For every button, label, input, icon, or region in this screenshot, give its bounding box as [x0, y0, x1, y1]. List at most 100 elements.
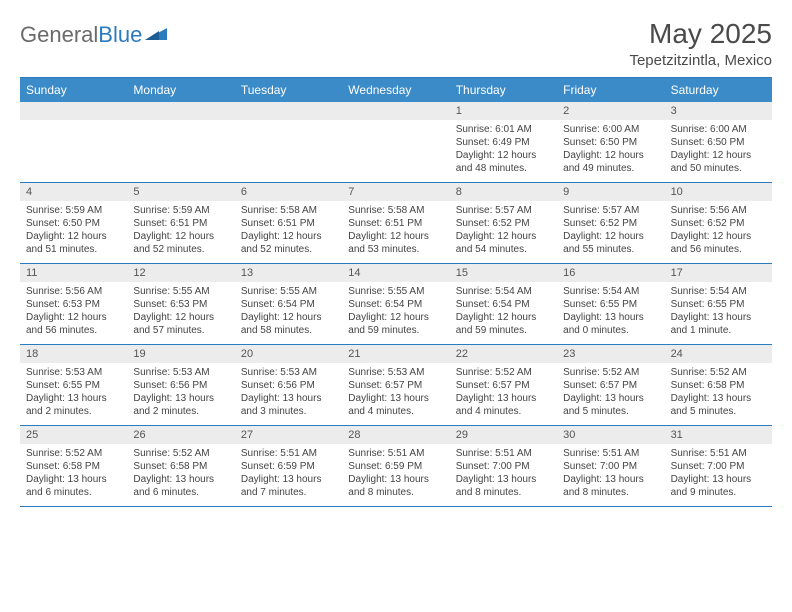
day2-line: and 54 minutes. — [456, 243, 551, 256]
cell-body: Sunrise: 5:53 AMSunset: 6:55 PMDaylight:… — [20, 363, 127, 422]
calendar-cell: 31Sunrise: 5:51 AMSunset: 7:00 PMDayligh… — [665, 426, 772, 506]
sunrise-line: Sunrise: 5:58 AM — [241, 204, 336, 217]
title-block: May 2025 Tepetzitzintla, Mexico — [629, 18, 772, 69]
day2-line: and 4 minutes. — [456, 405, 551, 418]
sunset-line: Sunset: 6:58 PM — [133, 460, 228, 473]
date-number: 29 — [450, 426, 557, 444]
day1-line: Daylight: 13 hours — [563, 473, 658, 486]
calendar-cell: 9Sunrise: 5:57 AMSunset: 6:52 PMDaylight… — [557, 183, 664, 263]
day-header-row: Sunday Monday Tuesday Wednesday Thursday… — [20, 78, 772, 102]
cell-body: Sunrise: 5:55 AMSunset: 6:54 PMDaylight:… — [235, 282, 342, 341]
day1-line: Daylight: 12 hours — [133, 230, 228, 243]
cell-body: Sunrise: 5:58 AMSunset: 6:51 PMDaylight:… — [342, 201, 449, 260]
day-header-cell: Wednesday — [342, 78, 449, 102]
date-number: 15 — [450, 264, 557, 282]
day2-line: and 8 minutes. — [456, 486, 551, 499]
sunrise-line: Sunrise: 5:55 AM — [348, 285, 443, 298]
calendar-week: 11Sunrise: 5:56 AMSunset: 6:53 PMDayligh… — [20, 264, 772, 345]
sunrise-line: Sunrise: 5:52 AM — [563, 366, 658, 379]
date-number: 27 — [235, 426, 342, 444]
sunrise-line: Sunrise: 5:54 AM — [671, 285, 766, 298]
calendar-cell: 16Sunrise: 5:54 AMSunset: 6:55 PMDayligh… — [557, 264, 664, 344]
sunset-line: Sunset: 7:00 PM — [563, 460, 658, 473]
date-number: 16 — [557, 264, 664, 282]
calendar-cell: 29Sunrise: 5:51 AMSunset: 7:00 PMDayligh… — [450, 426, 557, 506]
sunrise-line: Sunrise: 5:51 AM — [241, 447, 336, 460]
sunset-line: Sunset: 7:00 PM — [671, 460, 766, 473]
sunset-line: Sunset: 6:53 PM — [133, 298, 228, 311]
cell-body: Sunrise: 5:53 AMSunset: 6:56 PMDaylight:… — [235, 363, 342, 422]
cell-body: Sunrise: 5:55 AMSunset: 6:54 PMDaylight:… — [342, 282, 449, 341]
day2-line: and 51 minutes. — [26, 243, 121, 256]
cell-body: Sunrise: 5:52 AMSunset: 6:57 PMDaylight:… — [557, 363, 664, 422]
calendar-page: GeneralBlue May 2025 Tepetzitzintla, Mex… — [0, 0, 792, 517]
cell-body: Sunrise: 5:51 AMSunset: 7:00 PMDaylight:… — [557, 444, 664, 503]
sunset-line: Sunset: 6:55 PM — [26, 379, 121, 392]
calendar-week: 18Sunrise: 5:53 AMSunset: 6:55 PMDayligh… — [20, 345, 772, 426]
sunset-line: Sunset: 6:54 PM — [456, 298, 551, 311]
sunrise-line: Sunrise: 5:53 AM — [26, 366, 121, 379]
date-number: 5 — [127, 183, 234, 201]
sunrise-line: Sunrise: 5:59 AM — [26, 204, 121, 217]
date-number: 12 — [127, 264, 234, 282]
date-number: 14 — [342, 264, 449, 282]
sunrise-line: Sunrise: 5:52 AM — [26, 447, 121, 460]
day-header-cell: Monday — [127, 78, 234, 102]
cell-body: Sunrise: 6:01 AMSunset: 6:49 PMDaylight:… — [450, 120, 557, 179]
day1-line: Daylight: 12 hours — [671, 230, 766, 243]
day2-line: and 0 minutes. — [563, 324, 658, 337]
calendar-cell: 2Sunrise: 6:00 AMSunset: 6:50 PMDaylight… — [557, 102, 664, 182]
day1-line: Daylight: 13 hours — [563, 392, 658, 405]
calendar-cell-empty — [235, 102, 342, 182]
brand-logo: GeneralBlue — [20, 18, 167, 48]
sunrise-line: Sunrise: 5:57 AM — [456, 204, 551, 217]
location-label: Tepetzitzintla, Mexico — [629, 52, 772, 69]
day1-line: Daylight: 13 hours — [133, 392, 228, 405]
cell-body: Sunrise: 5:57 AMSunset: 6:52 PMDaylight:… — [450, 201, 557, 260]
day-header-cell: Tuesday — [235, 78, 342, 102]
cell-body: Sunrise: 5:51 AMSunset: 6:59 PMDaylight:… — [342, 444, 449, 503]
sunrise-line: Sunrise: 5:51 AM — [348, 447, 443, 460]
date-number: 25 — [20, 426, 127, 444]
day2-line: and 9 minutes. — [671, 486, 766, 499]
day1-line: Daylight: 13 hours — [671, 392, 766, 405]
date-number: 21 — [342, 345, 449, 363]
day2-line: and 56 minutes. — [671, 243, 766, 256]
date-number: 19 — [127, 345, 234, 363]
day1-line: Daylight: 12 hours — [456, 311, 551, 324]
day1-line: Daylight: 12 hours — [456, 230, 551, 243]
calendar-cell-empty — [20, 102, 127, 182]
date-number — [20, 102, 127, 120]
day2-line: and 2 minutes. — [26, 405, 121, 418]
date-number: 4 — [20, 183, 127, 201]
calendar-cell: 28Sunrise: 5:51 AMSunset: 6:59 PMDayligh… — [342, 426, 449, 506]
cell-body: Sunrise: 5:52 AMSunset: 6:58 PMDaylight:… — [20, 444, 127, 503]
date-number: 7 — [342, 183, 449, 201]
day1-line: Daylight: 13 hours — [671, 473, 766, 486]
sunset-line: Sunset: 6:52 PM — [456, 217, 551, 230]
day1-line: Daylight: 12 hours — [241, 311, 336, 324]
brand-part2: Blue — [98, 22, 142, 48]
date-number: 9 — [557, 183, 664, 201]
cell-body: Sunrise: 5:54 AMSunset: 6:55 PMDaylight:… — [557, 282, 664, 341]
sunrise-line: Sunrise: 5:58 AM — [348, 204, 443, 217]
sunset-line: Sunset: 6:56 PM — [133, 379, 228, 392]
calendar-cell: 6Sunrise: 5:58 AMSunset: 6:51 PMDaylight… — [235, 183, 342, 263]
calendar-cell: 21Sunrise: 5:53 AMSunset: 6:57 PMDayligh… — [342, 345, 449, 425]
cell-body: Sunrise: 5:55 AMSunset: 6:53 PMDaylight:… — [127, 282, 234, 341]
sunset-line: Sunset: 6:49 PM — [456, 136, 551, 149]
cell-body: Sunrise: 6:00 AMSunset: 6:50 PMDaylight:… — [557, 120, 664, 179]
cell-body: Sunrise: 5:59 AMSunset: 6:50 PMDaylight:… — [20, 201, 127, 260]
day2-line: and 52 minutes. — [133, 243, 228, 256]
sunset-line: Sunset: 6:53 PM — [26, 298, 121, 311]
day2-line: and 52 minutes. — [241, 243, 336, 256]
sunset-line: Sunset: 6:54 PM — [348, 298, 443, 311]
date-number: 11 — [20, 264, 127, 282]
sunrise-line: Sunrise: 6:00 AM — [671, 123, 766, 136]
sunrise-line: Sunrise: 5:53 AM — [133, 366, 228, 379]
day1-line: Daylight: 13 hours — [241, 392, 336, 405]
calendar-cell: 8Sunrise: 5:57 AMSunset: 6:52 PMDaylight… — [450, 183, 557, 263]
calendar-cell: 14Sunrise: 5:55 AMSunset: 6:54 PMDayligh… — [342, 264, 449, 344]
sunset-line: Sunset: 6:59 PM — [241, 460, 336, 473]
date-number: 31 — [665, 426, 772, 444]
